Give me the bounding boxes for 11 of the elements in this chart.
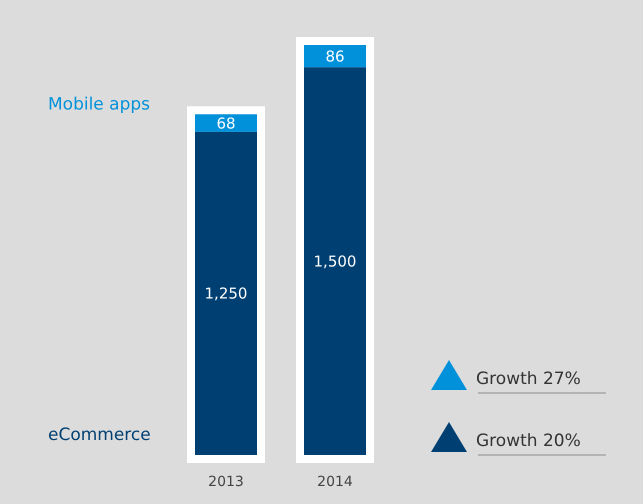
text: eCommerce: [48, 425, 151, 445]
data-label: 1,500: [314, 252, 356, 270]
text: Mobile apps: [48, 94, 150, 114]
bar: [304, 45, 366, 68]
x-tick-label: 2013: [208, 474, 244, 490]
data-label: 86: [325, 47, 345, 66]
text: Growth 27%: [476, 369, 581, 389]
data-label: 68: [216, 114, 236, 132]
text: Growth 20%: [476, 431, 581, 451]
data-label: 1,250: [204, 284, 248, 303]
x-tick-label: 2014: [317, 474, 353, 490]
